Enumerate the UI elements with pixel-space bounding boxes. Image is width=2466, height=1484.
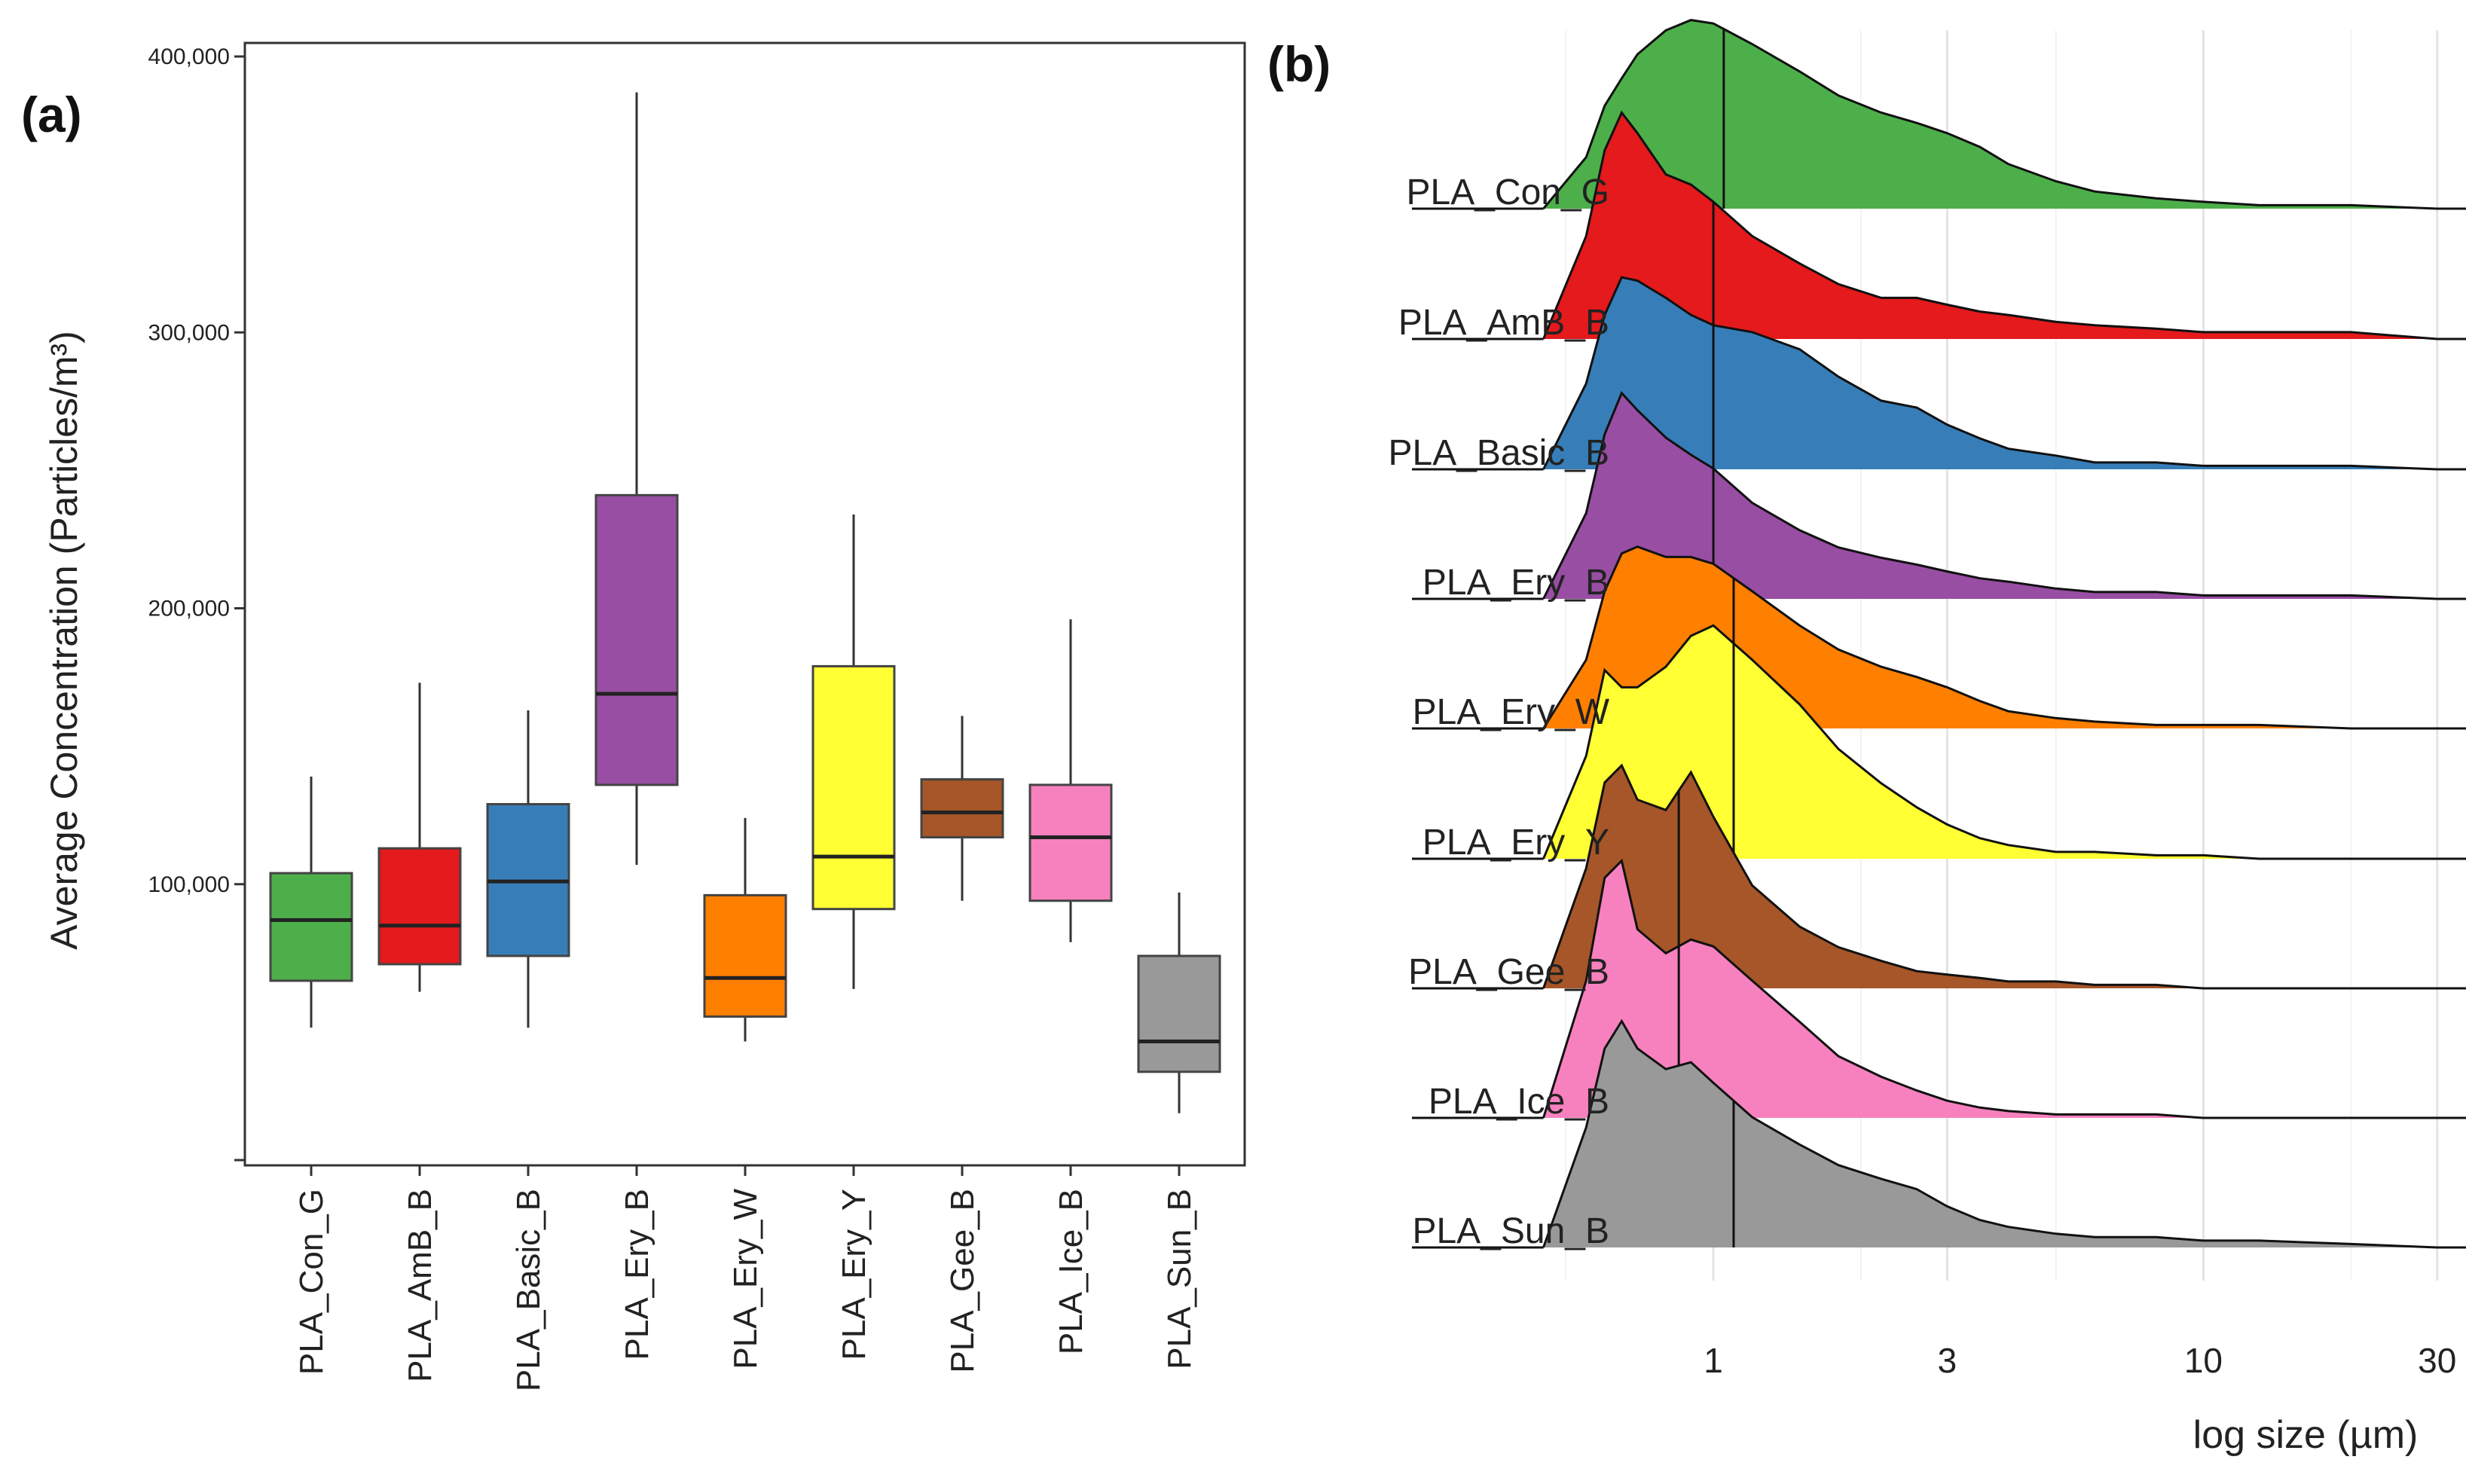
ridge-label: PLA_Ice_B bbox=[1429, 1082, 1609, 1122]
ridge-area bbox=[1543, 765, 2466, 988]
y-tick-label: 200,000 bbox=[148, 597, 230, 621]
box-PLA_Basic_B bbox=[486, 710, 570, 1028]
box-iqr bbox=[703, 893, 787, 1018]
ridge-PLA_Con_G bbox=[1412, 19, 2466, 210]
box-iqr bbox=[811, 664, 896, 911]
x-tick-label: 3 bbox=[1938, 1341, 1957, 1380]
box-PLA_Ery_W bbox=[703, 817, 787, 1042]
ridge-label: PLA_Basic_B bbox=[1388, 433, 1609, 473]
x-category-label: PLA_Basic_B bbox=[510, 1189, 547, 1391]
ridge-label: PLA_Gee_B bbox=[1408, 952, 1609, 992]
x-tick-label: 1 bbox=[1704, 1341, 1723, 1380]
ridge-area bbox=[1543, 625, 2466, 859]
ridge-PLA_Ery_Y bbox=[1412, 624, 2466, 860]
ridge-outline bbox=[1542, 763, 2466, 990]
ridge-series bbox=[1412, 19, 2466, 1249]
panel-a-label: (a) bbox=[21, 87, 82, 142]
ridge-label: PLA_Ery_W bbox=[1413, 692, 1610, 732]
ridge-outline bbox=[1542, 624, 2466, 860]
ridge-outline bbox=[1542, 276, 2466, 471]
box-iqr bbox=[594, 493, 679, 786]
ridge-outline bbox=[1542, 1018, 2466, 1249]
x-axis-labels: PLA_Con_G PLA_AmB_B PLA_Basic_B PLA_Ery_B PL… bbox=[293, 1165, 1198, 1391]
ridge-area bbox=[1543, 392, 2466, 599]
box-PLA_Gee_B bbox=[920, 716, 1004, 901]
ridge-label: PLA_AmB_B bbox=[1398, 303, 1609, 343]
box-iqr bbox=[1028, 783, 1113, 902]
ridge-label: PLA_Con_G bbox=[1406, 173, 1609, 212]
x-category-label: PLA_Ice_B bbox=[1053, 1189, 1089, 1354]
ridge-PLA_AmB_B bbox=[1412, 110, 2466, 340]
ridge-label: PLA_Ery_B bbox=[1422, 563, 1609, 603]
panel-a-boxplot: (a) Average Concentration (Particles/m³)… bbox=[21, 41, 1246, 1391]
ridge-area bbox=[1543, 112, 2466, 339]
x-tick-label: 10 bbox=[2184, 1341, 2223, 1380]
box-PLA_Con_G bbox=[269, 776, 353, 1028]
ridge-area bbox=[1543, 1021, 2466, 1247]
ridge-area bbox=[1543, 20, 2466, 209]
x-category-label: PLA_AmB_B bbox=[402, 1189, 439, 1382]
box-series bbox=[269, 92, 1221, 1113]
ridge-outline bbox=[1542, 391, 2466, 600]
panel-b-ridgeline: (b) PLA_Con_G PLA_AmB_B PLA_Basic_B PLA_Ery… bbox=[1267, 19, 2466, 1457]
box-PLA_Sun_B bbox=[1137, 892, 1221, 1113]
ridge-label: PLA_Ery_Y bbox=[1422, 823, 1609, 863]
ridge-area bbox=[1543, 277, 2466, 469]
y-tick-label: 100,000 bbox=[148, 872, 230, 897]
box-PLA_Ice_B bbox=[1028, 619, 1113, 942]
x-axis-ticks: 1 3 10 30 bbox=[1704, 1341, 2456, 1380]
ridge-outline bbox=[1542, 19, 2466, 210]
y-axis-title: Average Concentration (Particles/m³) bbox=[43, 331, 85, 950]
x-category-label: PLA_Con_G bbox=[293, 1189, 330, 1375]
ridge-outline bbox=[1542, 545, 2466, 730]
x-category-label: PLA_Ery_B bbox=[619, 1189, 655, 1360]
y-axis-ticks: 100,000 200,000 300,000 400,000 bbox=[148, 44, 245, 1162]
box-iqr bbox=[1137, 954, 1221, 1073]
x-category-label: PLA_Ery_Y bbox=[836, 1189, 872, 1360]
box-iqr bbox=[377, 847, 462, 966]
ridge-label: PLA_Sun_B bbox=[1412, 1211, 1609, 1251]
ridge-area bbox=[1543, 860, 2466, 1118]
panel-b-label: (b) bbox=[1267, 36, 1331, 92]
ridge-outline bbox=[1542, 858, 2466, 1119]
box-iqr bbox=[920, 778, 1004, 838]
box-iqr bbox=[269, 872, 353, 982]
x-category-label: PLA_Sun_B bbox=[1161, 1189, 1198, 1369]
box-PLA_Ery_B bbox=[594, 92, 679, 866]
ridge-outline bbox=[1542, 110, 2466, 340]
y-tick-label: 300,000 bbox=[148, 320, 230, 345]
ridge-PLA_Basic_B bbox=[1412, 276, 2466, 471]
x-axis-title: log size (µm) bbox=[2193, 1413, 2419, 1457]
box-PLA_AmB_B bbox=[377, 682, 462, 992]
x-tick-label: 30 bbox=[2418, 1341, 2456, 1380]
x-category-label: PLA_Ery_W bbox=[727, 1189, 764, 1369]
box-PLA_Ery_Y bbox=[811, 514, 896, 989]
ridge-PLA_Sun_B bbox=[1412, 1018, 2466, 1249]
ridge-labels: PLA_Con_G PLA_AmB_B PLA_Basic_B PLA_Ery_B PL… bbox=[1388, 173, 1609, 1251]
y-tick-label: 400,000 bbox=[148, 44, 230, 69]
x-category-label: PLA_Gee_B bbox=[944, 1189, 981, 1373]
